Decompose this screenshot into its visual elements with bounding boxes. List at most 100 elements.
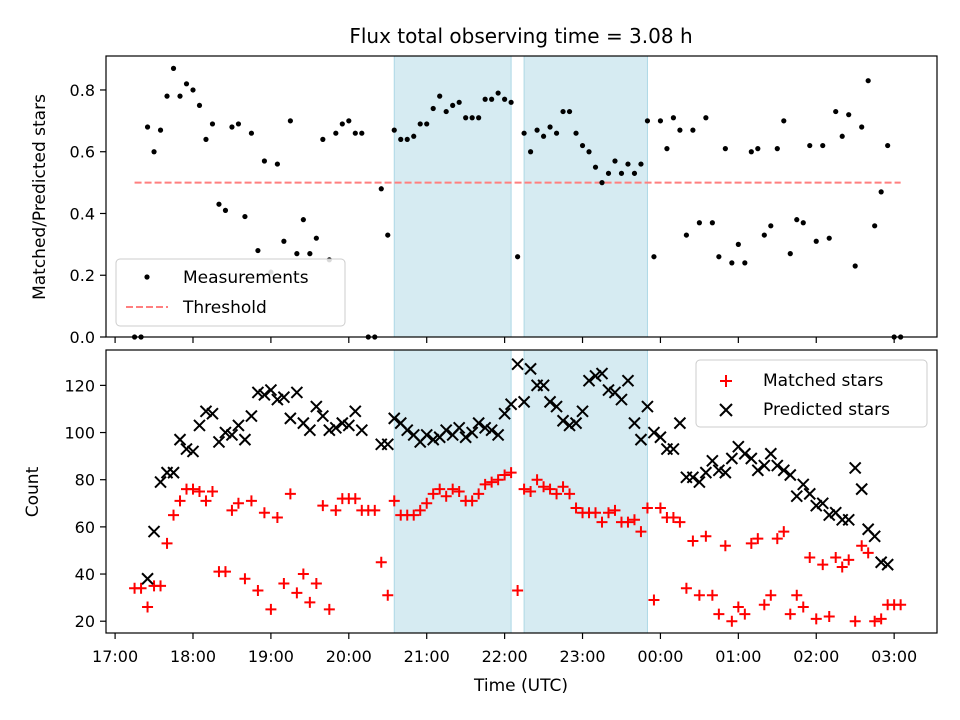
bottom-y-ticks: 20 40 60 80 100 120	[64, 376, 106, 631]
measurement-point	[586, 149, 592, 155]
measurement-point	[242, 213, 248, 220]
predicted-stars-series	[141, 357, 894, 585]
measurements-series	[131, 65, 904, 340]
predicted-star-point	[167, 466, 180, 479]
matched-star-point	[512, 585, 524, 597]
matched-star-point	[538, 481, 550, 493]
matched-star-point	[239, 573, 251, 585]
bottom-y-tick-label: 60	[75, 518, 95, 537]
predicted-star-point	[745, 452, 758, 465]
matched-star-point	[719, 540, 731, 552]
predicted-star-point	[641, 400, 654, 413]
predicted-star-point	[654, 431, 667, 444]
measurement-point	[794, 217, 800, 223]
predicted-star-point	[388, 412, 401, 425]
matched-star-point	[161, 537, 173, 549]
measurement-point	[378, 186, 384, 192]
predicted-star-point	[543, 395, 557, 409]
matched-star-point	[856, 540, 868, 552]
matched-star-point	[564, 488, 576, 500]
matched-star-point	[654, 502, 666, 514]
measurement-point	[196, 102, 203, 109]
predicted-star-point	[232, 419, 245, 432]
legend-matched-label: Matched stars	[763, 371, 883, 391]
matched-star-point	[421, 497, 433, 509]
top-x-ticks	[114, 337, 895, 343]
matched-star-point	[771, 533, 783, 545]
matched-star-point	[706, 589, 718, 601]
predicted-star-point	[848, 461, 862, 475]
top-y-ticks: 0.0 0.2 0.4 0.6 0.8	[70, 81, 106, 347]
bottom-legend: Matched stars Predicted stars	[695, 359, 928, 428]
matched-star-point	[310, 577, 322, 589]
matched-star-point	[278, 577, 290, 589]
matched-star-point	[408, 509, 420, 521]
predicted-star-point	[452, 421, 466, 435]
matched-star-point	[641, 502, 653, 514]
predicted-star-point	[699, 466, 713, 479]
matched-star-point	[778, 526, 790, 538]
predicted-star-point	[602, 383, 615, 397]
top-y-tick-label: 0.8	[70, 81, 95, 100]
measurement-point	[800, 220, 806, 226]
matched-star-point	[784, 608, 796, 620]
predicted-star-point	[251, 386, 265, 399]
measurement-point	[508, 99, 514, 105]
measurement-point	[742, 260, 748, 266]
predicted-star-point	[589, 369, 602, 383]
matched-star-point	[797, 601, 809, 613]
predicted-star-point	[868, 530, 881, 543]
measurement-point	[872, 223, 878, 229]
measurement-point	[592, 164, 599, 170]
predicted-star-point	[212, 435, 226, 449]
measurement-point	[521, 130, 527, 136]
measurement-point	[183, 81, 190, 87]
bottom-y-tick-label: 20	[75, 612, 95, 631]
matched-star-point	[602, 507, 614, 519]
measurement-point	[748, 149, 754, 155]
measurement-point	[495, 90, 501, 96]
measurement-point	[553, 130, 560, 136]
predicted-star-point	[556, 414, 570, 427]
matched-star-point	[596, 516, 608, 528]
matched-star-point	[142, 601, 154, 613]
predicted-star-point	[621, 374, 635, 387]
measurement-point	[456, 99, 462, 105]
predicted-star-point	[855, 482, 868, 496]
predicted-star-point	[517, 395, 531, 409]
measurement-point	[657, 118, 664, 124]
measurement-point	[489, 96, 495, 102]
measurement-point	[547, 124, 553, 130]
matched-star-point	[557, 481, 569, 493]
matched-star-point	[414, 504, 426, 516]
measurement-point	[359, 130, 365, 136]
matched-star-point	[388, 495, 400, 507]
predicted-star-point	[797, 478, 810, 491]
matched-star-point	[369, 504, 381, 516]
top-plot-frame	[105, 55, 938, 338]
matched-star-point	[544, 483, 556, 495]
predicted-star-point	[342, 419, 356, 432]
top-y-axis-label: Matched/Predicted stars	[30, 94, 50, 300]
legend-measurements-marker	[144, 274, 150, 280]
matched-star-point	[674, 516, 686, 528]
matched-star-point	[200, 495, 212, 507]
measurement-point	[540, 133, 547, 139]
matched-star-point	[609, 504, 621, 516]
predicted-star-point	[225, 428, 239, 442]
matched-star-point	[869, 615, 881, 627]
measurement-point	[424, 121, 430, 127]
matched-star-point	[323, 603, 335, 615]
matched-star-point	[525, 486, 537, 497]
measurement-point	[333, 130, 339, 136]
matched-star-point	[687, 535, 699, 547]
matched-star-point	[745, 537, 757, 549]
measurement-point	[157, 127, 164, 133]
measurement-point	[255, 247, 261, 254]
predicted-star-point	[193, 419, 206, 432]
matched-star-point	[895, 599, 907, 611]
measurement-point	[313, 235, 319, 241]
matched-star-point	[817, 559, 829, 571]
matched-star-point	[713, 608, 725, 620]
